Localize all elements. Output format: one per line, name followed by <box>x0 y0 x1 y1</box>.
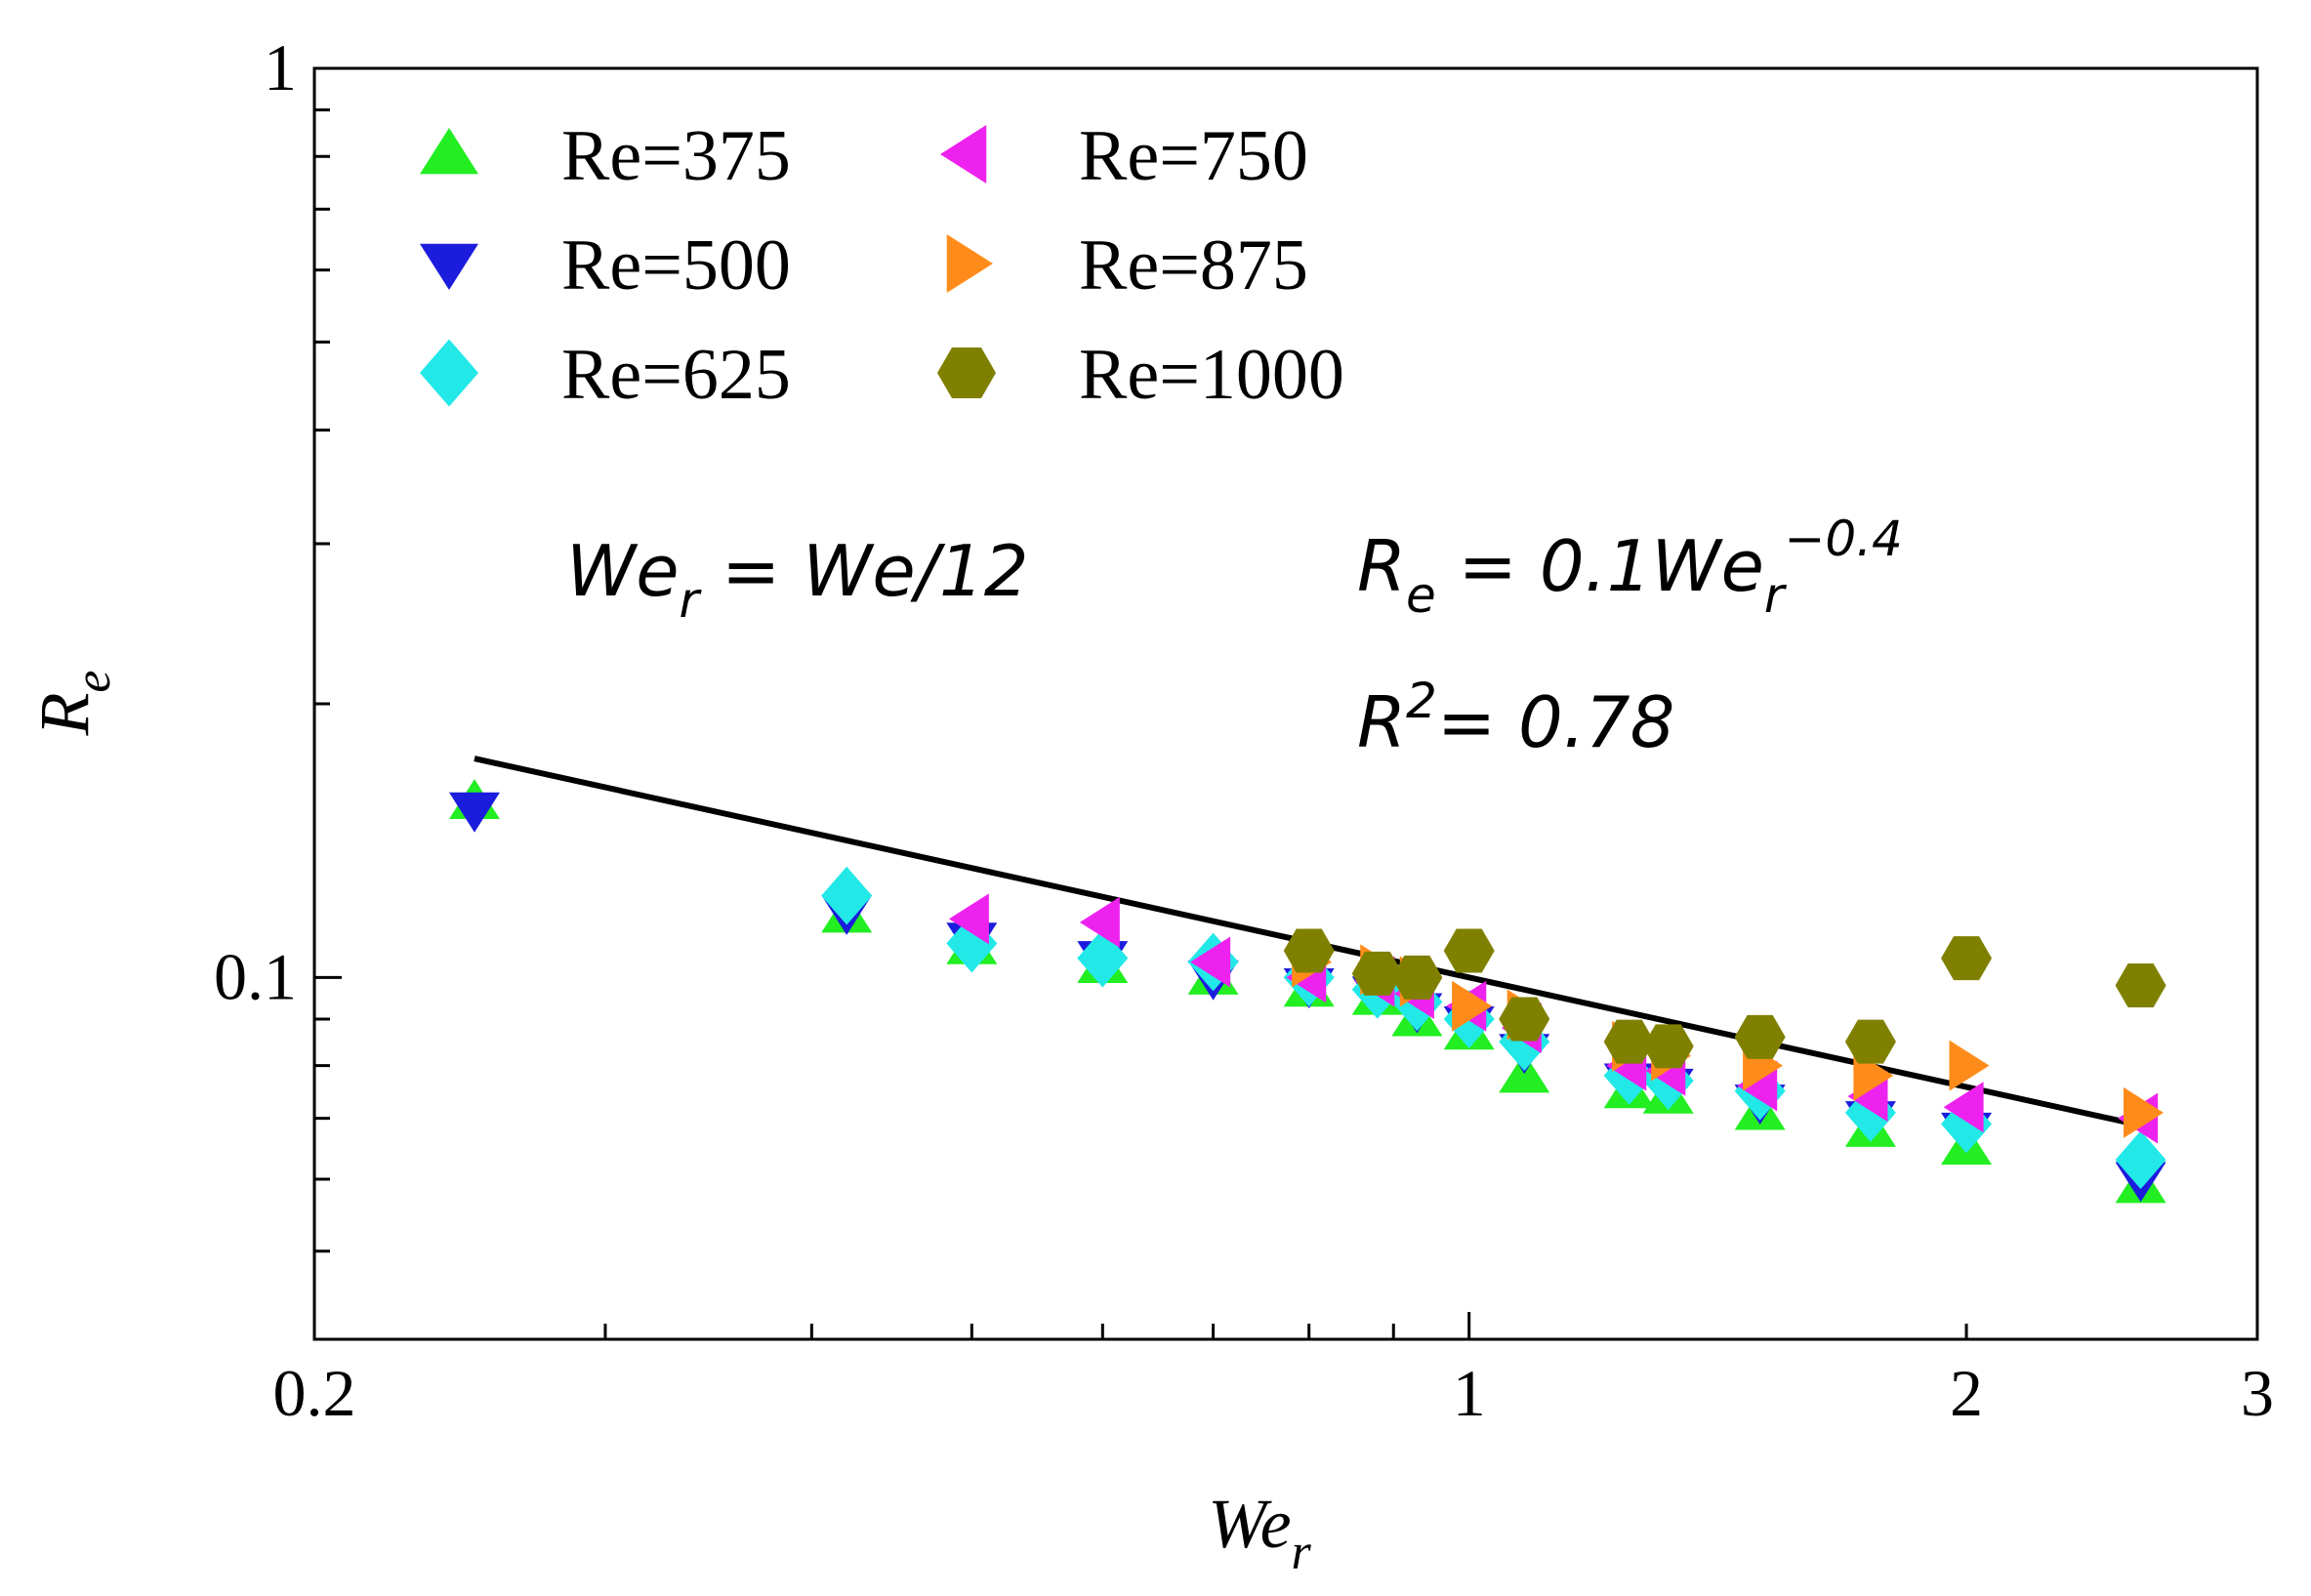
data-point <box>1452 980 1493 1032</box>
legend-label: Re=375 <box>561 116 791 196</box>
data-point <box>1844 1019 1896 1064</box>
x-tick-label: 3 <box>2241 1356 2274 1430</box>
data-point <box>1949 1040 1990 1091</box>
fit-equation-annotation: Re = 0.1Wer−0.4 <box>1357 511 1903 624</box>
data-point <box>1190 936 1231 988</box>
legend: Re=375 Re=500 Re=625 Re=750 Re=875 Re=1000 <box>420 116 1344 415</box>
data-point <box>1941 1094 1993 1154</box>
data-point <box>1283 928 1335 973</box>
data-point <box>1642 1024 1694 1069</box>
data-point <box>1499 997 1550 1042</box>
data-point <box>1734 1014 1786 1059</box>
data-point <box>448 792 500 833</box>
data-point <box>821 866 873 925</box>
legend-marker <box>420 128 478 175</box>
legend-marker <box>940 125 987 184</box>
legend-label: Re=750 <box>1079 116 1308 196</box>
series-Re=750 <box>948 893 2159 1144</box>
legend-marker <box>946 234 993 293</box>
data-point <box>1943 1082 1984 1133</box>
legend-marker <box>420 243 478 290</box>
y-axis-label: Re <box>25 670 121 736</box>
legend-label: Re=1000 <box>1079 335 1344 415</box>
legend-marker <box>420 339 478 407</box>
x-tick-label: 1 <box>1453 1356 1486 1430</box>
x-axis-label: Wer <box>1208 1485 1311 1580</box>
plot-frame <box>312 66 2259 1341</box>
data-point <box>1603 1019 1655 1064</box>
y-tick-label: 0.1 <box>214 939 297 1013</box>
data-point <box>2124 1086 2164 1138</box>
series-Re=625 <box>821 866 2167 1190</box>
data-point <box>1079 896 1120 948</box>
data-point <box>1351 951 1403 996</box>
r-squared-annotation: R2= 0.78 <box>1357 673 1674 763</box>
x-tick-label: 2 <box>1950 1356 1983 1430</box>
data-point <box>1443 928 1495 973</box>
series-Re=1000 <box>1283 928 2167 1069</box>
data-point <box>948 893 989 945</box>
y-tick-label: 1 <box>264 30 297 104</box>
data-point <box>1391 955 1443 1000</box>
x-tick-label: 0.2 <box>273 1356 356 1430</box>
data-points <box>448 779 2167 1204</box>
data-point <box>2115 963 2167 1008</box>
legend-label: Re=625 <box>561 335 791 415</box>
data-point <box>1941 936 1993 981</box>
tick-labels: 0.2 1 2 3 0.1 1 <box>214 30 2274 1430</box>
legend-marker <box>937 348 996 398</box>
axis-ticks <box>314 108 1968 1339</box>
legend-label: Re=875 <box>1079 225 1308 306</box>
legend-label: Re=500 <box>561 225 791 306</box>
definition-annotation: Wer = We/12 <box>566 530 1029 629</box>
data-point <box>2115 1130 2167 1190</box>
